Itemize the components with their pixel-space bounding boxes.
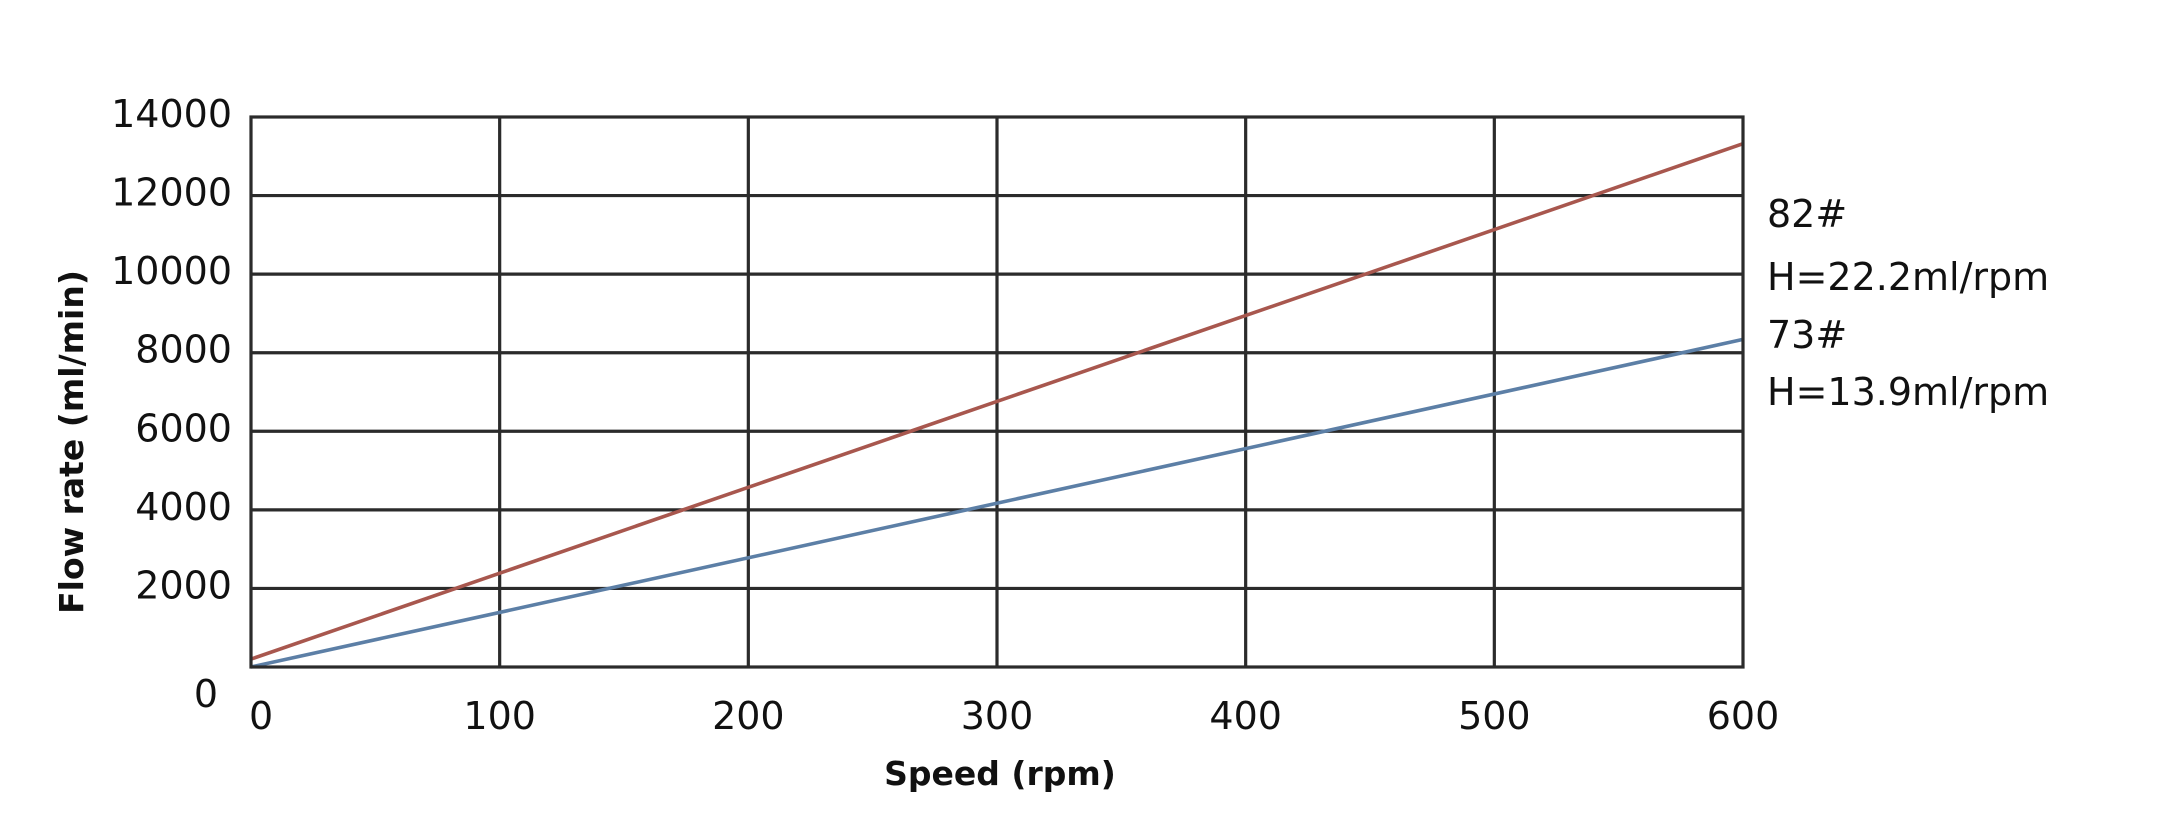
y-tick-label: 12000: [111, 171, 232, 215]
series-line-2: [250, 337, 1744, 669]
x-axis-title: Speed (rpm): [884, 754, 1116, 793]
plot-border: [249, 115, 1745, 669]
series-name-label: 73#: [1767, 313, 1847, 357]
x-tick-label: 0: [249, 694, 273, 738]
series-name-label: 82#: [1767, 192, 1847, 236]
y-tick-label: 8000: [135, 328, 232, 372]
y-tick-label: 6000: [135, 406, 232, 450]
y-tick-label: 14000: [111, 92, 232, 136]
x-tick-label: 600: [1707, 694, 1780, 738]
y-tick-label: 2000: [135, 563, 232, 607]
series-rate-label: H=22.2ml/rpm: [1767, 255, 2049, 299]
x-tick-label: 100: [463, 694, 536, 738]
x-axis-ticks: 0 100 200 300 400 500 600: [249, 694, 1779, 738]
series-line-1: [250, 141, 1744, 661]
plot-frame: [249, 115, 1745, 669]
x-tick-label: 500: [1458, 694, 1531, 738]
x-tick-label: 200: [712, 694, 785, 738]
y-axis-ticks: 0 2000 4000 6000 8000 10000 12000 14000: [111, 92, 232, 716]
grid: [251, 117, 1743, 667]
series-labels: 82# H=22.2ml/rpm 73# H=13.9ml/rpm: [1767, 192, 2049, 414]
y-tick-label: 4000: [135, 485, 232, 529]
y-tick-label: 10000: [111, 249, 232, 293]
x-tick-label: 300: [961, 694, 1034, 738]
series-rate-label: H=13.9ml/rpm: [1767, 370, 2049, 414]
y-tick-label: 0: [194, 672, 218, 716]
x-tick-label: 400: [1209, 694, 1282, 738]
series-lines: [250, 141, 1744, 669]
y-axis-title: Flow rate (ml/min): [52, 270, 91, 614]
